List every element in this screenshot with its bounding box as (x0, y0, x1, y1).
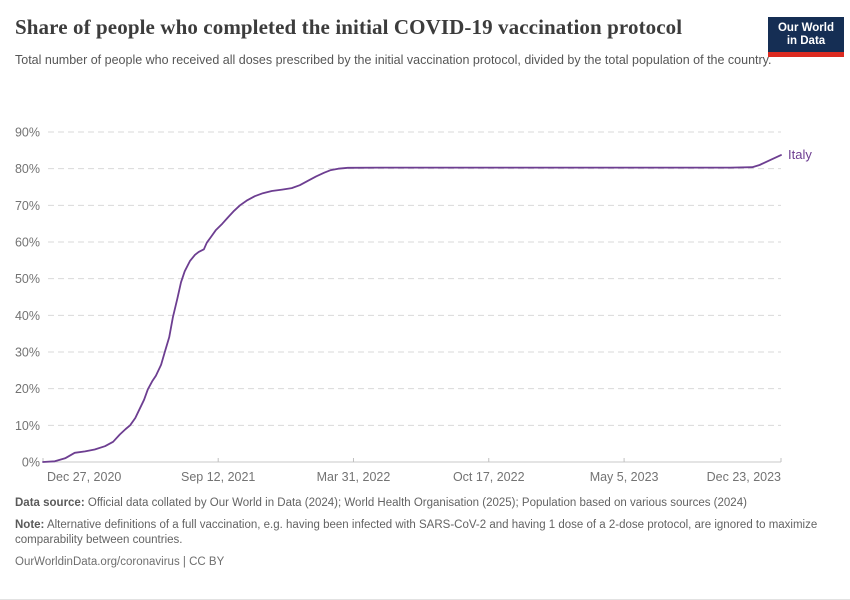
line-chart-svg[interactable]: 0% 10% 20% 30% 40% 50% 60% 70% 80% 90% Dec 27, 202… (0, 112, 850, 494)
data-source-label: Data source: (15, 497, 85, 509)
note-text: Alternative definitions of a full vaccin… (15, 519, 818, 546)
y-axis-label-40: 40% (15, 309, 40, 323)
entity-label-italy[interactable]: Italy (788, 147, 812, 162)
owid-url-link[interactable]: OurWorldinData.org/coronavirus (15, 556, 180, 568)
data-source-line: Data source: Official data collated by O… (15, 496, 835, 511)
chart-footer: Data source: Official data collated by O… (15, 496, 835, 577)
y-axis-label-30: 30% (15, 346, 40, 360)
x-axis-label-2: Mar 31, 2022 (317, 470, 391, 484)
page-title: Share of people who completed the initia… (15, 15, 683, 39)
license-separator: | (182, 556, 186, 568)
note-label: Note: (15, 519, 45, 531)
line-chart[interactable]: 0% 10% 20% 30% 40% 50% 60% 70% 80% 90% Dec 27, 202… (0, 112, 850, 494)
y-axis-label-10: 10% (15, 419, 40, 433)
y-axis-label-50: 50% (15, 272, 40, 286)
owid-logo-line2: in Data (786, 35, 826, 47)
data-source-text: Official data collated by Our World in D… (87, 497, 747, 509)
owid-logo: Our World in Data (768, 17, 844, 57)
license-label: CC BY (189, 556, 225, 568)
y-axis-label-90: 90% (15, 126, 40, 140)
x-axis-label-4: May 5, 2023 (590, 470, 659, 484)
italy-series-line[interactable] (42, 154, 782, 463)
x-axis-label-0: Dec 27, 2020 (47, 470, 121, 484)
x-axis-label-1: Sep 12, 2021 (181, 470, 255, 484)
y-axis-label-80: 80% (15, 162, 40, 176)
y-axis-label-60: 60% (15, 236, 40, 250)
y-axis-label-20: 20% (15, 382, 40, 396)
x-axis-label-5: Dec 23, 2023 (707, 470, 781, 484)
owid-logo-line1: Our World (777, 22, 834, 34)
note-line: Note: Alternative definitions of a full … (15, 518, 835, 548)
y-axis-label-70: 70% (15, 199, 40, 213)
license-line: OurWorldinData.org/coronavirus | CC BY (15, 555, 835, 570)
chart-header: Share of people who completed the initia… (15, 14, 844, 68)
y-axis-label-0: 0% (22, 456, 40, 470)
x-axis-label-3: Oct 17, 2022 (453, 470, 525, 484)
chart-subtitle: Total number of people who received all … (15, 53, 772, 67)
